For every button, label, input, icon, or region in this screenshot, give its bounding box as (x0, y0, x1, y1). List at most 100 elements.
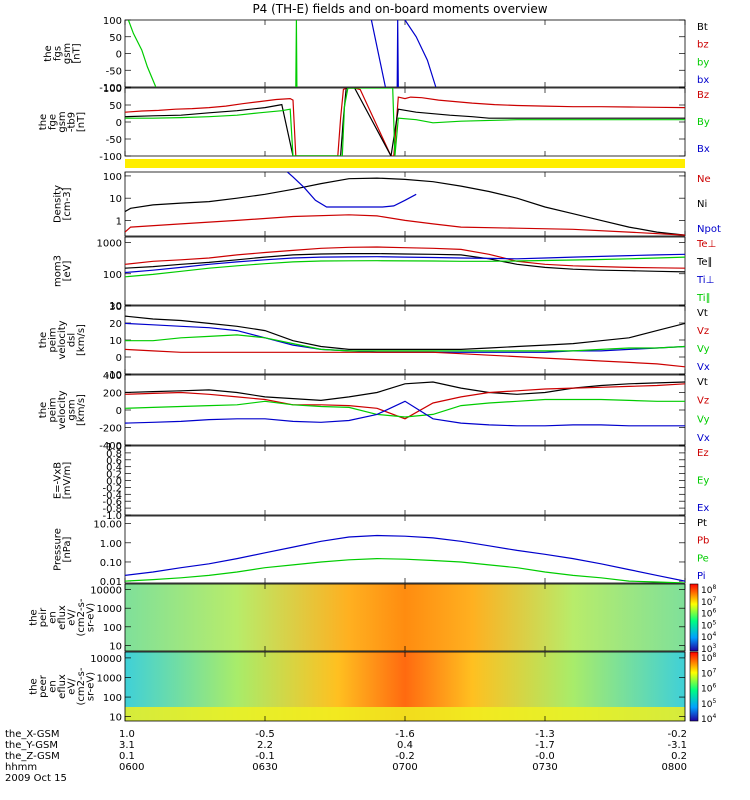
x-axis-value: 3.1 (119, 740, 135, 751)
series-vx (125, 322, 685, 353)
fge-y-axis-label: -tb9 (67, 112, 78, 132)
legend-fge: By (697, 117, 710, 128)
y-tick-label: 20 (109, 319, 122, 330)
y-tick-label: 0.2 (106, 470, 122, 481)
x-axis-value: -1.7 (535, 740, 555, 751)
x-axis-value: 0600 (119, 762, 144, 773)
series-vt (125, 381, 685, 402)
y-tick-label: 10 (109, 194, 122, 205)
legend-density: Ne (697, 174, 711, 185)
x-axis-value: 2.2 (257, 740, 273, 751)
series-by-spike (295, 20, 298, 87)
velocity-dsl-y-axis-label: [km/s] (76, 324, 87, 356)
plot-title: P4 (TH-E) fields and on-board moments ov… (252, 2, 547, 16)
x-axis-row-label: the_Y-GSM (5, 740, 58, 751)
y-tick-label: 100 (103, 270, 122, 281)
colorbar-tick-label: 104 (701, 713, 716, 725)
series-vt (125, 315, 685, 350)
legend-density: Npot (697, 224, 721, 235)
panel-peir: 10810710610510410310000100010010thepeire… (29, 583, 716, 655)
y-tick-label: 1.0 (106, 442, 122, 453)
legend-fgs: Bt (697, 22, 708, 33)
y-tick-label: -0.4 (102, 490, 122, 501)
legend-velocity-dsl: Vz (697, 326, 709, 337)
series-ne (125, 214, 685, 236)
fgs-y-axis-label: gsm (62, 43, 73, 64)
legend-temperature: Te∥ (696, 257, 713, 268)
legend-efield: Ey (697, 476, 709, 487)
series-by (127, 20, 157, 87)
legend-velocity-gsm: Vt (697, 377, 708, 388)
x-axis-value: 0.1 (119, 751, 135, 762)
temperature-y-axis-label: [eV] (62, 261, 73, 282)
x-axis-date: 2009 Oct 15 (5, 773, 67, 784)
colorbar-tick-label: 106 (701, 683, 716, 695)
fge-y-axis-label: fge (48, 114, 59, 130)
peir-y-axis-label: eV/ (67, 609, 78, 626)
fge-y-axis-label: the (38, 114, 49, 130)
series-te∥ (125, 253, 685, 273)
temperature-y-axis-label: mom3 (52, 255, 63, 287)
x-axis-value: -1.3 (535, 729, 555, 740)
y-tick-label: 0.6 (106, 456, 122, 467)
y-tick-label: 0.10 (100, 558, 122, 569)
series-bx2 (404, 20, 437, 87)
y-tick-label: -0.8 (102, 504, 122, 515)
density-frame (124, 171, 686, 237)
panels: 100500-50-100thefgsgsm[nT]Btbzbybx100500… (29, 16, 721, 725)
panel-efield: 1.00.80.60.40.20.0-0.2-0.4-0.6-0.8-1.0 E=… (52, 442, 709, 522)
legend-fgs: bx (697, 75, 709, 86)
x-axis-row-label: the_X-GSM (5, 729, 59, 740)
series-pi (125, 534, 685, 582)
x-axis-row-label: hhmm (5, 762, 37, 773)
series-te⊥ (125, 246, 685, 269)
x-axis-value: -1.6 (395, 729, 415, 740)
colorbar-tick-label: 108 (701, 584, 716, 596)
x-axis-value: -0.5 (255, 729, 275, 740)
x-axis-value: 0.4 (397, 740, 413, 751)
y-tick-label: 0 (116, 50, 122, 61)
series-pe (125, 557, 685, 583)
panel-density: 100 10 1 Density[cm-3] Ne Ni Npot (52, 171, 721, 237)
legend-density: Ni (697, 199, 707, 210)
y-tick-label: 400 (103, 371, 122, 382)
x-axis-value: -0.2 (667, 729, 687, 740)
legend-pressure: Pt (697, 518, 707, 529)
y-tick-label: 30 (109, 302, 122, 313)
velocity-dsl-frame (124, 305, 686, 375)
y-tick-label: 0 (116, 406, 122, 417)
y-tick-label: 100 (103, 16, 122, 27)
velocity-gsm-y-axis-label: peim (48, 397, 59, 422)
peir-y-axis-label: en (48, 611, 59, 624)
series-by (125, 88, 685, 156)
panel-peer: 108 107 106 105 104 10000 1000 100 10 thepeerenef… (29, 651, 716, 725)
y-tick-label: 0.01 (100, 577, 122, 588)
legend-efield: Ex (697, 503, 709, 514)
y-tick-label: 0 (116, 118, 122, 129)
y-tick-label: 10000 (90, 654, 122, 665)
velocity-dsl-y-axis-label: the (38, 332, 49, 348)
x-axis-table: the_X-GSM 1.0 -0.5 -1.6 -1.3 -0.2 the_Y-GSM 3.1… (5, 729, 687, 784)
y-tick-label: 1.00 (100, 539, 122, 550)
colorbar-tick-label: 107 (701, 667, 716, 679)
peir-y-axis-label: (cm2-s- (76, 598, 87, 636)
x-axis-value: -0.0 (535, 751, 555, 762)
series-ti∥ (125, 256, 685, 278)
legend-temperature: Ti∥ (696, 293, 711, 304)
y-tick-label: 0 (116, 353, 122, 364)
peer-colorbar (689, 651, 699, 722)
peer-y-axis-label: eV/ (67, 678, 78, 695)
series-vz (125, 383, 685, 420)
efield-frame (124, 445, 686, 516)
series-bz (125, 88, 685, 156)
peir-spectrogram (125, 584, 685, 651)
y-tick-label: 0.4 (106, 463, 122, 474)
pressure-y-axis-label: Pressure (52, 528, 63, 571)
series-vx (125, 400, 685, 427)
y-tick-label: 1000 (97, 673, 122, 684)
colorbar-tick-label: 108 (701, 652, 716, 664)
peer-y-axis-label: the (29, 678, 40, 694)
velocity-dsl-y-axis-label: peim (48, 327, 59, 352)
